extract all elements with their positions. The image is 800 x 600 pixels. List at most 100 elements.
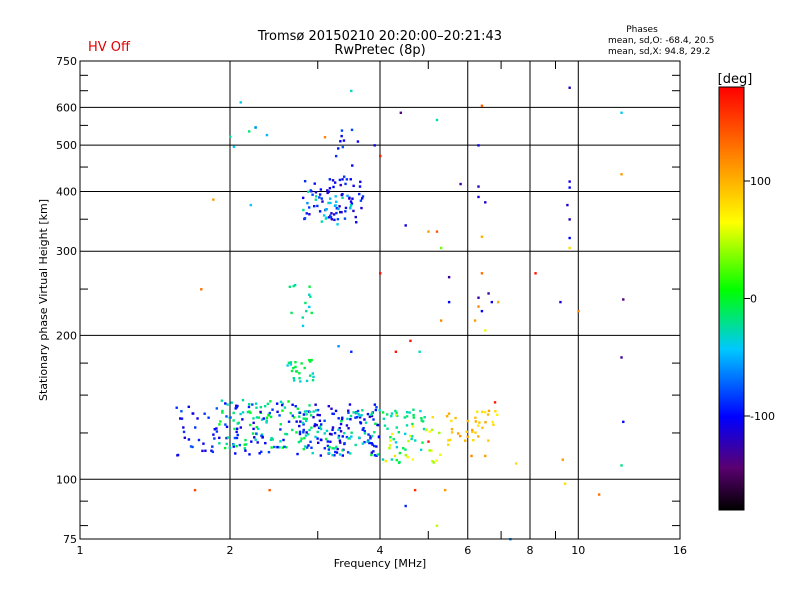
data-point bbox=[337, 436, 340, 439]
y-tick-label: 400 bbox=[56, 185, 77, 198]
data-point bbox=[338, 439, 342, 442]
data-point bbox=[395, 411, 398, 414]
data-point bbox=[359, 180, 362, 184]
data-point bbox=[390, 412, 394, 415]
data-point bbox=[491, 420, 494, 424]
y-tick-labels: 75 100 200 300 400 500 600 750 bbox=[56, 55, 77, 546]
data-point bbox=[349, 452, 352, 455]
data-point bbox=[370, 414, 374, 418]
data-point bbox=[349, 207, 352, 210]
data-point bbox=[316, 204, 319, 208]
data-point bbox=[335, 211, 338, 215]
data-point bbox=[484, 201, 487, 204]
data-point bbox=[305, 446, 309, 449]
data-point bbox=[273, 445, 276, 449]
data-point bbox=[343, 217, 347, 220]
data-point bbox=[341, 435, 344, 438]
data-point bbox=[281, 446, 284, 449]
data-point bbox=[338, 178, 342, 182]
data-point bbox=[534, 272, 537, 275]
data-point bbox=[309, 295, 312, 298]
data-point bbox=[308, 410, 312, 414]
data-point bbox=[395, 445, 399, 449]
data-point bbox=[418, 350, 421, 353]
data-point bbox=[369, 437, 372, 440]
data-point bbox=[236, 433, 239, 437]
data-point bbox=[382, 417, 386, 421]
data-point bbox=[286, 364, 289, 367]
data-point bbox=[316, 430, 319, 434]
data-point bbox=[478, 421, 481, 424]
data-point bbox=[494, 410, 497, 413]
data-point bbox=[318, 193, 322, 196]
data-point bbox=[389, 439, 392, 442]
data-point bbox=[413, 488, 417, 492]
data-point bbox=[372, 450, 375, 453]
data-point bbox=[352, 184, 355, 188]
data-point bbox=[309, 360, 312, 363]
data-point bbox=[463, 439, 467, 442]
data-point bbox=[213, 437, 216, 440]
data-point bbox=[232, 411, 235, 415]
data-points bbox=[175, 86, 625, 541]
data-point bbox=[373, 444, 376, 448]
data-point bbox=[411, 425, 415, 428]
data-point bbox=[320, 197, 324, 200]
data-point bbox=[314, 195, 318, 198]
data-point bbox=[405, 415, 409, 418]
data-point bbox=[388, 447, 391, 450]
data-point bbox=[308, 428, 311, 432]
data-point bbox=[287, 361, 291, 365]
data-point bbox=[334, 195, 337, 198]
data-point bbox=[314, 191, 318, 194]
data-point bbox=[331, 179, 335, 182]
data-point bbox=[340, 418, 344, 421]
data-point bbox=[314, 435, 317, 439]
data-point bbox=[404, 448, 407, 451]
data-point bbox=[291, 414, 295, 417]
data-point bbox=[313, 182, 316, 185]
data-point bbox=[301, 316, 304, 319]
data-point bbox=[346, 417, 349, 421]
data-point bbox=[466, 435, 470, 438]
data-point bbox=[259, 410, 262, 414]
y-tick-label: 75 bbox=[63, 533, 77, 546]
data-point bbox=[263, 404, 267, 408]
data-point bbox=[355, 411, 358, 415]
data-point bbox=[310, 426, 313, 429]
data-point bbox=[220, 399, 224, 402]
data-point bbox=[357, 436, 361, 439]
data-point bbox=[375, 454, 378, 457]
data-point bbox=[299, 439, 302, 443]
data-point bbox=[435, 459, 438, 462]
data-point bbox=[421, 441, 424, 444]
data-point bbox=[351, 197, 354, 200]
data-point bbox=[305, 309, 308, 313]
data-point bbox=[254, 126, 257, 129]
data-point bbox=[303, 366, 306, 370]
data-point bbox=[330, 407, 333, 410]
data-point bbox=[409, 339, 412, 343]
data-point bbox=[292, 416, 296, 419]
data-point bbox=[484, 329, 487, 332]
data-point bbox=[486, 413, 490, 416]
data-point bbox=[294, 360, 297, 364]
data-point bbox=[301, 324, 305, 328]
data-point bbox=[302, 417, 305, 420]
data-point bbox=[262, 417, 265, 420]
data-point bbox=[490, 300, 494, 304]
data-point bbox=[319, 423, 323, 426]
data-point bbox=[345, 424, 349, 427]
colorbar-tick-label: 0 bbox=[750, 293, 757, 306]
data-point bbox=[249, 203, 253, 207]
data-point bbox=[379, 154, 382, 158]
data-point bbox=[404, 453, 407, 457]
data-point bbox=[244, 449, 247, 452]
data-point bbox=[349, 178, 352, 181]
data-point bbox=[290, 369, 294, 373]
data-point bbox=[325, 429, 329, 433]
data-point bbox=[350, 435, 353, 438]
data-point bbox=[197, 438, 201, 442]
data-point bbox=[315, 423, 318, 427]
data-point bbox=[235, 406, 239, 409]
